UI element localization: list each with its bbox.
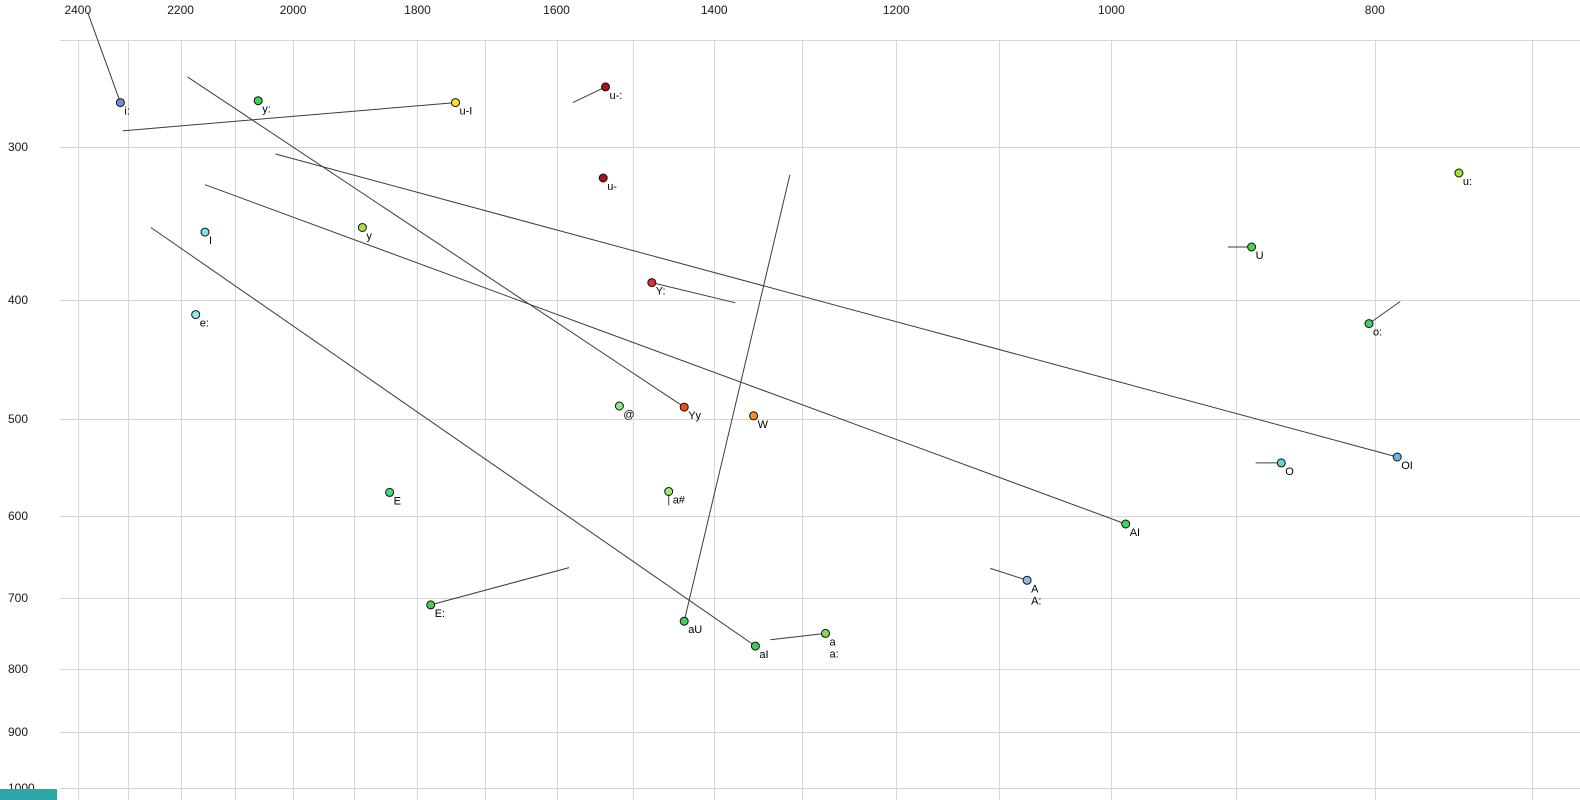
- y-tick-label-500: 500: [8, 412, 28, 426]
- vowel-dot-y:: [253, 96, 263, 106]
- trajectory-u-I: [122, 102, 456, 132]
- vowel-dot-E: [385, 487, 395, 497]
- vowel-label-aI: aI: [759, 649, 768, 661]
- corner-accent: [0, 789, 57, 800]
- trajectory-aI: [150, 227, 756, 647]
- vowel-label-o:: o:: [1373, 327, 1382, 339]
- vowel-dot-@: [614, 401, 624, 411]
- vowel-label-u:: u:: [1463, 176, 1472, 188]
- y-tick-label-600: 600: [8, 509, 28, 523]
- vowel-dot-U: [1247, 242, 1257, 252]
- x-tick-label-1600: 1600: [543, 3, 570, 17]
- vowel-label-y:: y:: [262, 104, 271, 116]
- vowel-label-AI: AI: [1130, 527, 1140, 539]
- trajectory-o:: [1368, 301, 1401, 325]
- vowel-label-u-:: u-:: [610, 90, 623, 102]
- vowel-label-a:: a:: [830, 648, 839, 660]
- trajectory-i:: [87, 12, 121, 103]
- vowel-label-u-: u-: [607, 181, 617, 193]
- vowel-dot-AI: [1121, 519, 1131, 529]
- trajectory-u-:: [572, 86, 606, 104]
- y-tick-label-300: 300: [8, 140, 28, 154]
- vowel-dot-a#: [664, 487, 674, 496]
- vowel-dot-E:: [426, 600, 436, 610]
- trajectory-E:: [430, 567, 570, 606]
- vowel-dot-O: [1276, 458, 1286, 468]
- trajectory-aU: [683, 174, 791, 622]
- vowel-label-E:: E:: [435, 608, 445, 620]
- vowel-dot-Yy: [679, 402, 689, 412]
- x-tick-label-1800: 1800: [404, 3, 431, 17]
- vowel-label-E: E: [394, 495, 401, 507]
- trajectory-A: [990, 567, 1028, 581]
- vowel-label-A: A: [1031, 583, 1039, 595]
- trajectory-Yy: [187, 76, 685, 408]
- vowel-label-aU: aU: [688, 624, 702, 636]
- vowel-label-I: I: [209, 235, 212, 247]
- vowel-dot-Y:: [647, 278, 657, 288]
- vowel-label-u-I: u-I: [460, 106, 473, 118]
- vowel-dot-u-I: [451, 98, 460, 108]
- vowel-dot-aI: [750, 641, 760, 651]
- vowel-dot-o:: [1364, 319, 1374, 329]
- vowel-label-a#: a#: [673, 495, 686, 507]
- x-tick-label-1200: 1200: [883, 3, 910, 17]
- x-tick-label-2200: 2200: [167, 3, 194, 17]
- trajectory-Y:: [651, 282, 736, 304]
- vowel-dot-I: [200, 227, 210, 237]
- vowel-label-i:: i:: [124, 106, 129, 118]
- vowel-label-y: y: [366, 231, 372, 243]
- vowel-label-W: W: [758, 419, 769, 431]
- vowel-label-Y:: Y:: [656, 286, 666, 298]
- y-tick-label-400: 400: [8, 293, 28, 307]
- x-tick-label-1000: 1000: [1098, 3, 1125, 17]
- y-tick-label-700: 700: [8, 591, 28, 605]
- x-tick-label-2400: 2400: [64, 3, 91, 17]
- vowel-label-Yy: Yy: [688, 410, 701, 422]
- vowel-label-U: U: [1256, 250, 1264, 262]
- x-tick-label-1400: 1400: [701, 3, 728, 17]
- vowel-dot-u:: [1454, 168, 1464, 178]
- trajectory-OI: [275, 153, 1398, 458]
- vowel-dot-a: [821, 628, 830, 638]
- vowel-dot-u-: [598, 173, 608, 183]
- vowel-label-A:: A:: [1031, 595, 1041, 607]
- vowel-dot-u-:: [601, 82, 610, 92]
- vowel-label-a: a: [830, 636, 837, 648]
- vowel-dot-aU: [679, 616, 689, 626]
- vowel-dot-OI: [1392, 452, 1402, 462]
- x-tick-label-800: 800: [1365, 3, 1385, 17]
- vowel-dot-W: [749, 411, 759, 421]
- trajectory-a: [770, 632, 826, 641]
- vowel-label-OI: OI: [1401, 460, 1413, 472]
- vowel-dot-y: [357, 223, 367, 232]
- y-tick-label-800: 800: [8, 662, 28, 676]
- y-tick-label-900: 900: [8, 725, 28, 739]
- vowel-label-O: O: [1285, 466, 1294, 478]
- vowel-label-e:: e:: [200, 318, 209, 330]
- vowel-label-@: @: [623, 409, 634, 421]
- trajectory-AI: [204, 184, 1126, 525]
- vowel-dot-i:: [115, 98, 125, 108]
- x-tick-label-2000: 2000: [280, 3, 307, 17]
- vowel-dot-e:: [191, 310, 201, 320]
- vowel-dot-A: [1022, 575, 1032, 585]
